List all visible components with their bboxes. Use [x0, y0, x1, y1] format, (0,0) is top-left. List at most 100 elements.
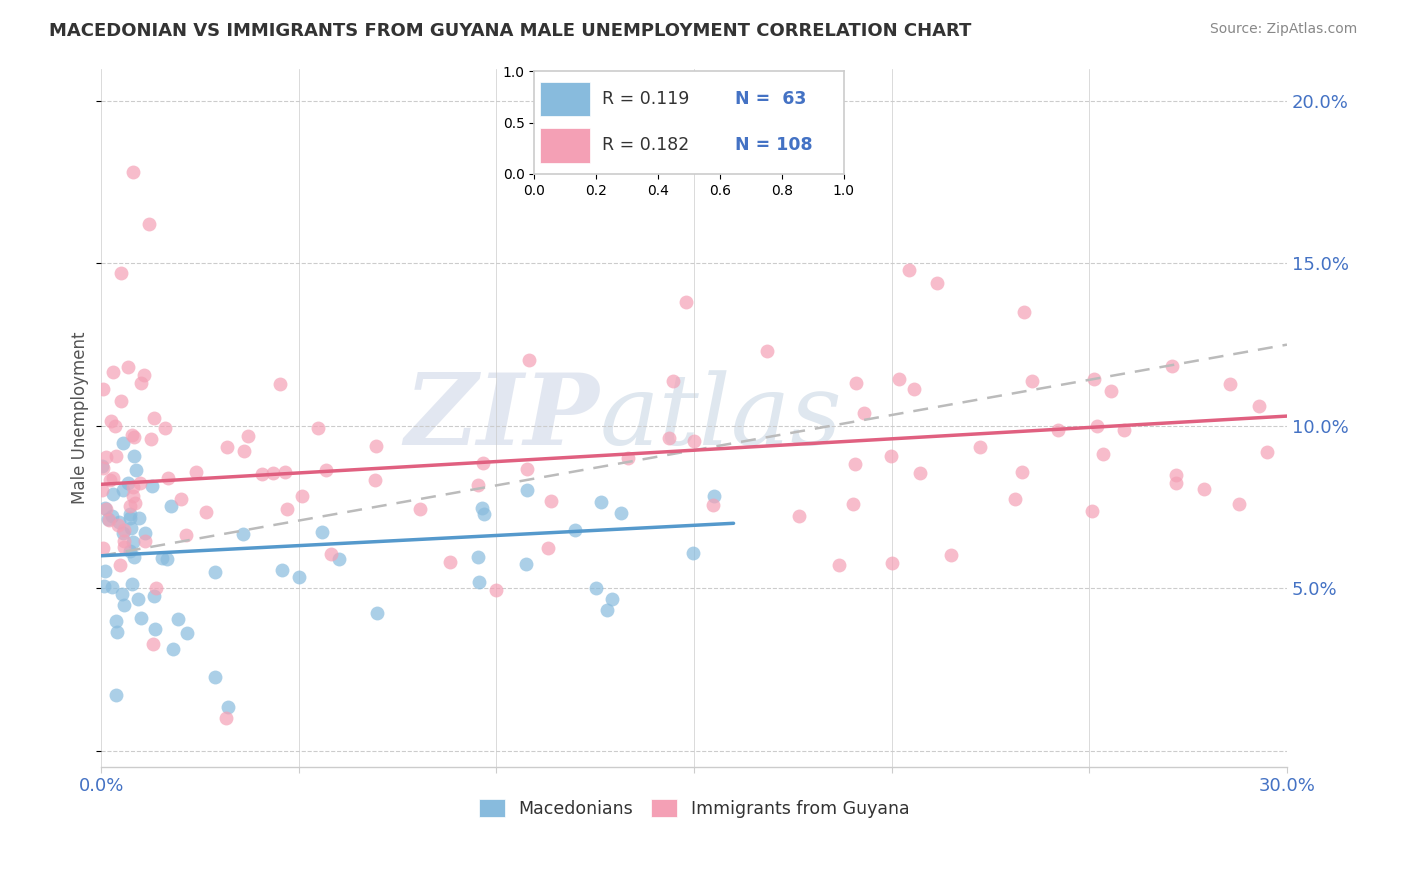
Point: [169, 491, 191, 506]
Point: [683, 434, 706, 448]
Point: [94, 501, 117, 516]
Point: [1085, 418, 1108, 433]
Point: [596, 603, 619, 617]
Point: [610, 506, 633, 520]
Text: MACEDONIAN VS IMMIGRANTS FROM GUYANA MALE UNEMPLOYMENT CORRELATION CHART: MACEDONIAN VS IMMIGRANTS FROM GUYANA MAL…: [49, 22, 972, 40]
Point: [262, 466, 284, 480]
Point: [939, 549, 962, 563]
Point: [1046, 423, 1069, 437]
Point: [1083, 372, 1105, 386]
Point: [111, 525, 134, 540]
Point: [184, 465, 207, 479]
Point: [1004, 492, 1026, 507]
Point: [98, 473, 121, 487]
Point: [127, 591, 149, 606]
Point: [269, 376, 291, 391]
FancyBboxPatch shape: [540, 128, 591, 162]
Point: [93, 564, 115, 578]
Point: [108, 558, 131, 572]
Point: [100, 414, 122, 428]
Point: [215, 711, 238, 725]
Point: [662, 375, 685, 389]
Point: [756, 344, 779, 359]
Point: [121, 428, 143, 442]
Point: [880, 449, 903, 463]
Legend: Macedonians, Immigrants from Guyana: Macedonians, Immigrants from Guyana: [472, 792, 917, 824]
Point: [585, 581, 607, 595]
Point: [852, 406, 875, 420]
Point: [910, 466, 932, 480]
Point: [271, 563, 294, 577]
Point: [472, 507, 495, 521]
Text: ZIP: ZIP: [404, 369, 599, 466]
Point: [122, 480, 145, 494]
Point: [101, 580, 124, 594]
Point: [1227, 497, 1250, 511]
Point: [118, 543, 141, 558]
Point: [120, 521, 142, 535]
Point: [105, 688, 128, 702]
Point: [111, 587, 134, 601]
Point: [204, 565, 226, 579]
Point: [517, 353, 540, 368]
Point: [143, 411, 166, 425]
Point: [236, 429, 259, 443]
Text: R = 0.119: R = 0.119: [602, 90, 690, 108]
Point: [111, 435, 134, 450]
Point: [156, 471, 179, 485]
Point: [250, 467, 273, 482]
Point: [108, 515, 131, 529]
Point: [121, 577, 143, 591]
Point: [898, 263, 921, 277]
Point: [156, 552, 179, 566]
Point: [364, 474, 387, 488]
Point: [467, 477, 489, 491]
Point: [703, 489, 725, 503]
Point: [128, 475, 150, 490]
Point: [103, 470, 125, 484]
Point: [110, 266, 132, 280]
Point: [564, 523, 586, 537]
Point: [176, 625, 198, 640]
Point: [105, 449, 128, 463]
Point: [844, 457, 866, 471]
Point: [1112, 423, 1135, 437]
Text: N =  63: N = 63: [735, 90, 807, 108]
Point: [366, 606, 388, 620]
Point: [153, 421, 176, 435]
Point: [516, 462, 538, 476]
Point: [98, 513, 121, 527]
Point: [101, 508, 124, 523]
Point: [1194, 483, 1216, 497]
Point: [471, 456, 494, 470]
Point: [122, 489, 145, 503]
Point: [471, 501, 494, 516]
Point: [159, 499, 181, 513]
Point: [321, 547, 343, 561]
Point: [143, 622, 166, 636]
Point: [845, 376, 868, 391]
Point: [94, 450, 117, 464]
Point: [1247, 399, 1270, 413]
Point: [118, 510, 141, 524]
Point: [787, 509, 810, 524]
Point: [291, 489, 314, 503]
Point: [91, 461, 114, 475]
Point: [1014, 305, 1036, 319]
Point: [97, 511, 120, 525]
Point: [124, 496, 146, 510]
Point: [142, 589, 165, 603]
Point: [134, 525, 156, 540]
Point: [217, 440, 239, 454]
Point: [120, 507, 142, 521]
Point: [162, 642, 184, 657]
Point: [112, 534, 135, 549]
Point: [96, 502, 118, 516]
Text: R = 0.182: R = 0.182: [602, 136, 689, 154]
Text: Source: ZipAtlas.com: Source: ZipAtlas.com: [1209, 22, 1357, 37]
Text: atlas: atlas: [599, 370, 842, 466]
Point: [468, 574, 491, 589]
Point: [409, 501, 432, 516]
Point: [600, 591, 623, 606]
Point: [122, 450, 145, 464]
